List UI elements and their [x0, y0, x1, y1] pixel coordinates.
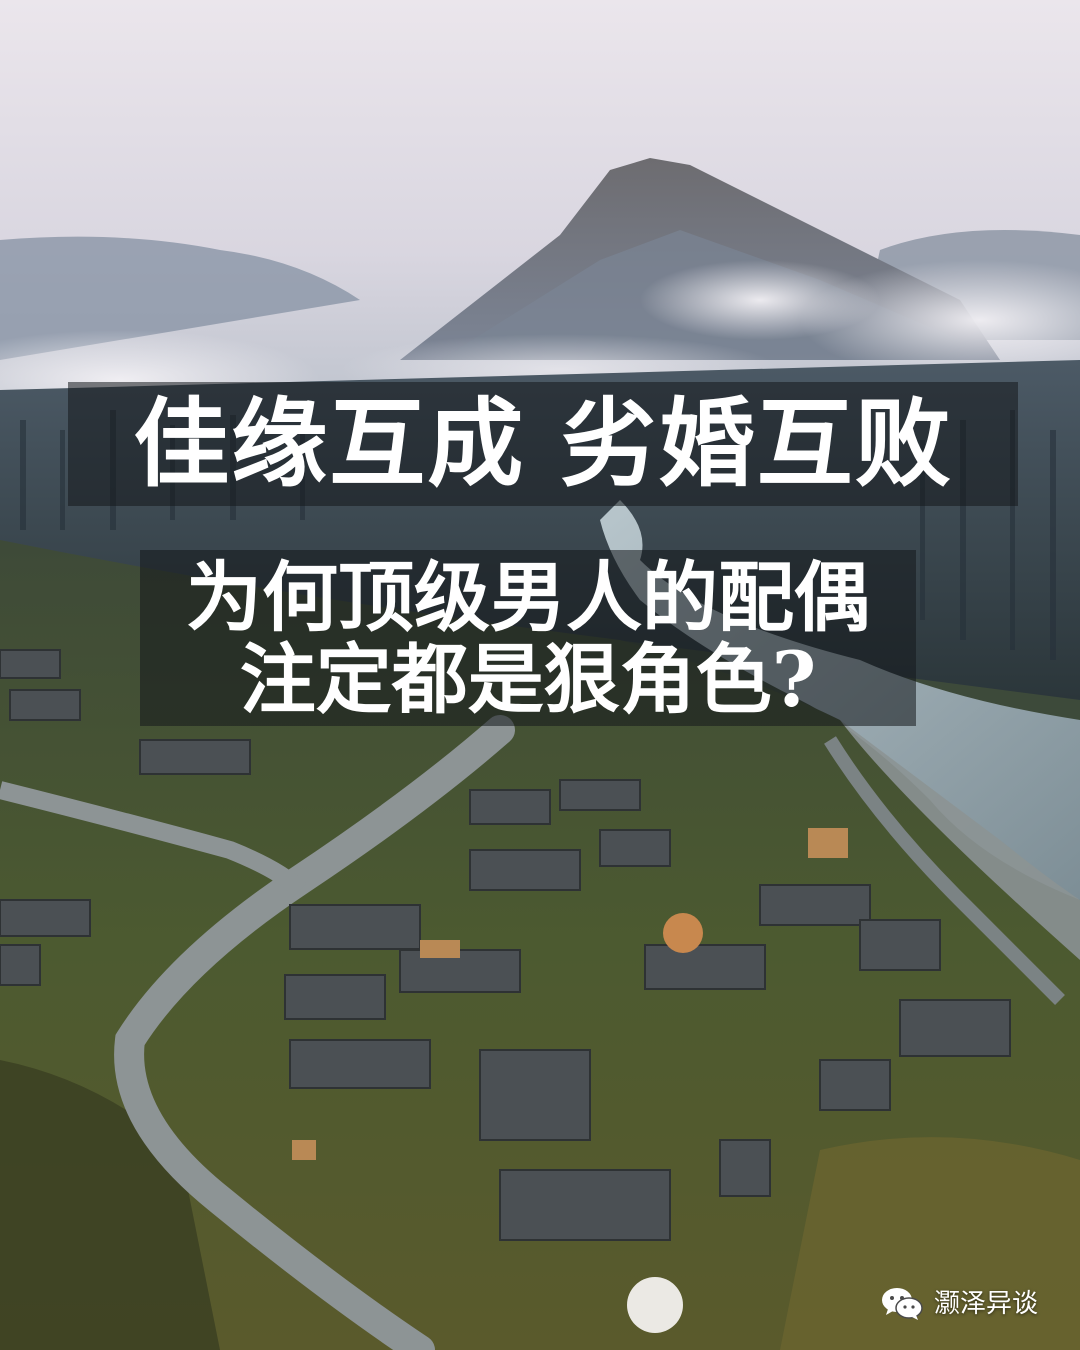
subtitle-banner: 为何顶级男人的配偶 注定都是狠角色?	[140, 550, 916, 726]
headline-banner: 佳缘互成 劣婚互败	[68, 382, 1018, 506]
watermark: 灏泽异谈	[880, 1282, 1038, 1326]
headline: 佳缘互成 劣婚互败	[133, 387, 953, 500]
wechat-icon	[882, 1288, 923, 1320]
subtitle-line-1: 为何顶级男人的配偶	[186, 553, 870, 642]
watermark-text: 灏泽异谈	[934, 1289, 1039, 1319]
subtitle-line-2: 注定都是狠角色?	[239, 635, 817, 724]
